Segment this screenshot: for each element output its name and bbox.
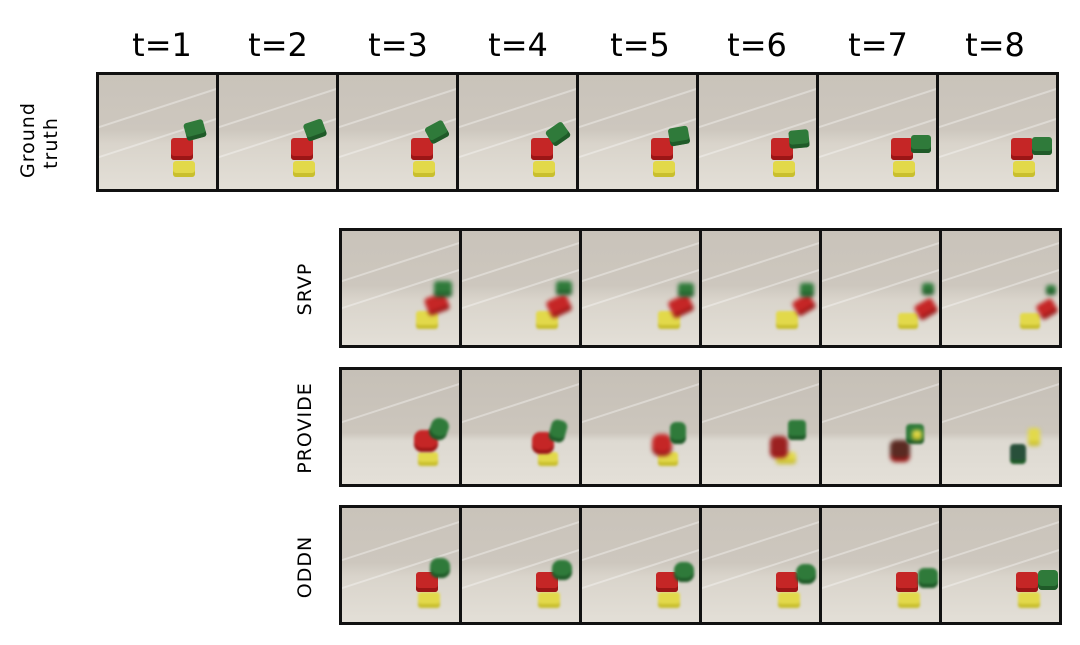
ground-truth-strip [96,72,1059,192]
oddn-frame-4 [462,508,582,622]
time-label-1: t=1 [132,26,192,64]
srvp-frame-6 [702,231,822,345]
gt-frame-2 [219,75,339,189]
provide-frame-5 [582,370,702,484]
oddn-strip [339,505,1062,625]
srvp-frame-3 [342,231,462,345]
provide-frame-4 [462,370,582,484]
provide-frame-3 [342,370,462,484]
time-label-6: t=6 [727,26,787,64]
oddn-frame-6 [702,508,822,622]
time-label-7: t=7 [848,26,908,64]
srvp-frame-7 [822,231,942,345]
srvp-strip [339,228,1062,348]
row-label-oddn: ODDN [294,535,316,599]
srvp-frame-4 [462,231,582,345]
row-label-ground-truth: Ground truth [17,102,62,178]
oddn-frame-8 [942,508,1059,622]
gt-frame-5 [579,75,699,189]
srvp-frame-5 [582,231,702,345]
provide-strip [339,367,1062,487]
time-label-3: t=3 [368,26,428,64]
srvp-frame-8 [942,231,1059,345]
provide-frame-8 [942,370,1059,484]
row-label-provide: PROVIDE [294,382,316,474]
gt-frame-4 [459,75,579,189]
provide-frame-7 [822,370,942,484]
oddn-frame-5 [582,508,702,622]
provide-frame-6 [702,370,822,484]
time-label-5: t=5 [610,26,670,64]
oddn-frame-7 [822,508,942,622]
gt-frame-1 [99,75,219,189]
gt-frame-7 [819,75,939,189]
time-label-8: t=8 [965,26,1025,64]
oddn-frame-3 [342,508,462,622]
gt-frame-6 [699,75,819,189]
time-label-4: t=4 [488,26,548,64]
row-label-srvp: SRVP [294,262,316,316]
time-label-2: t=2 [248,26,308,64]
gt-frame-3 [339,75,459,189]
gt-frame-8 [939,75,1056,189]
